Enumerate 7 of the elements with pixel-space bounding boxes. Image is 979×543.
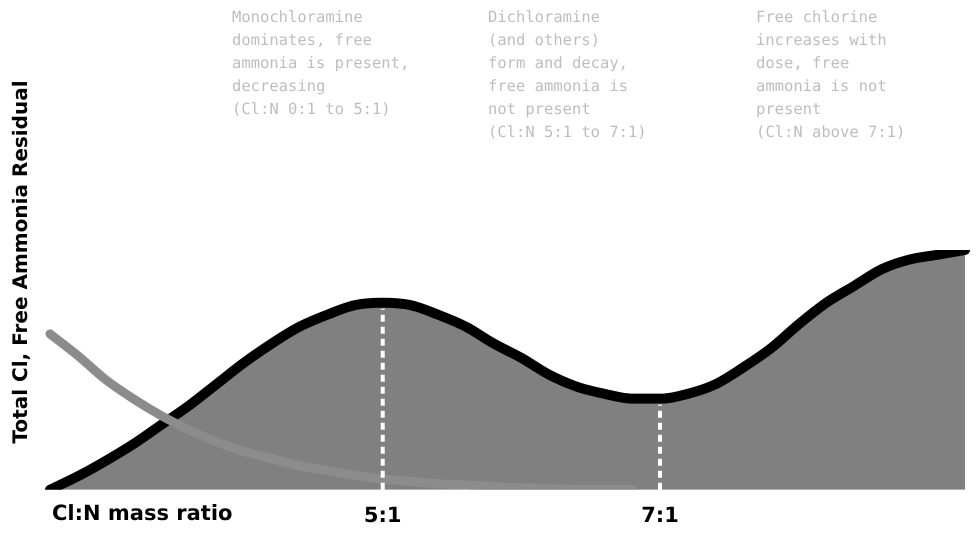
x-tick-label: 7:1 <box>641 502 679 527</box>
y-axis-title: Total Cl, Free Ammonia Residual <box>8 80 32 444</box>
x-axis-title: Cl:N mass ratio <box>52 500 232 525</box>
text: Free chlorine increases with dose, free ammonia is not present (Cl:N above 7:1) <box>756 7 906 143</box>
text: Monochloramine dominates, free ammonia is present, decreasing (Cl:N 0:1 to 5:1) <box>232 7 410 120</box>
text: Dichloramine (and others) form and decay, free ammonia is not present (Cl:N 5:1 to 7:1) <box>488 7 647 143</box>
x-tick-label: 5:1 <box>364 502 402 527</box>
